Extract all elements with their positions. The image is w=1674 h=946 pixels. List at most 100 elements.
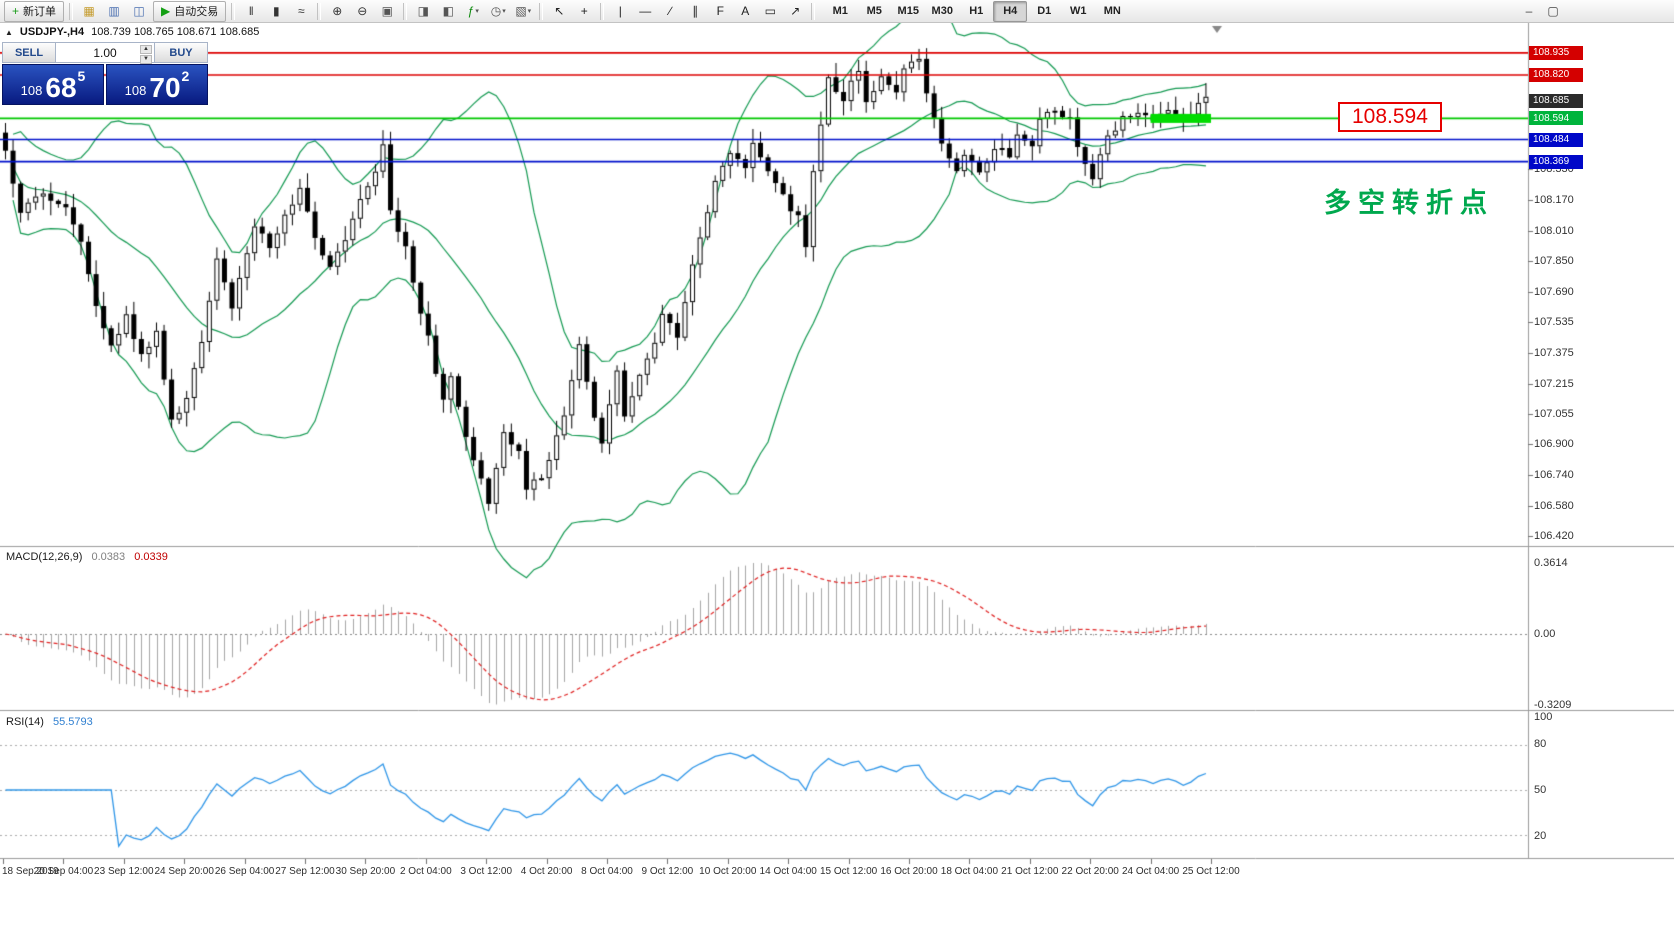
macd-name: MACD(12,26,9) xyxy=(6,551,83,563)
volume-down-button[interactable]: ▼ xyxy=(140,55,152,64)
autotrade-button-label: 自动交易 xyxy=(174,6,219,18)
timeframe-m15-button[interactable]: M15 xyxy=(897,5,919,17)
zoom-out-icon[interactable]: ⊖ xyxy=(350,1,374,22)
restore-chart-icon[interactable]: ▢ xyxy=(1541,1,1565,22)
autotrade-play-icon: ▶ xyxy=(161,4,171,18)
line-chart-icon[interactable]: ≈ xyxy=(289,1,313,22)
sell-price-panel[interactable]: 108 68 5 xyxy=(2,64,104,105)
sell-button[interactable]: SELL xyxy=(2,42,56,63)
timeframe-d1-button[interactable]: D1 xyxy=(1037,5,1052,17)
market-watch-icon-glyph: ▦ xyxy=(83,4,95,18)
tile-windows-icon[interactable]: ▣ xyxy=(375,1,399,22)
channel-icon[interactable]: ∥ xyxy=(683,1,707,22)
new-order-icon: + xyxy=(12,4,20,18)
bar-chart-icon[interactable]: ‖ xyxy=(239,1,263,22)
timeframe-m1-button[interactable]: M1 xyxy=(832,5,848,17)
auto-scroll-icon[interactable]: ◨ xyxy=(411,1,435,22)
autotrade-button[interactable]: ▶ 自动交易 xyxy=(153,0,227,22)
minimize-chart-icon-glyph: – xyxy=(1525,4,1533,18)
vertical-line-icon[interactable]: | xyxy=(608,1,632,22)
symbol-timeframe-label: USDJPY-,H4 xyxy=(19,26,85,38)
sell-price-sup: 5 xyxy=(77,68,86,84)
navigator-icon[interactable]: ◫ xyxy=(127,1,151,22)
new-order-button-label: 新订单 xyxy=(23,6,57,18)
auto-scroll-icon-glyph: ◨ xyxy=(417,4,429,18)
rsi-name: RSI(14) xyxy=(6,716,44,728)
arrow-tool-icon-glyph: ↗ xyxy=(790,4,801,18)
indicators-icon-glyph: ƒ xyxy=(467,4,475,18)
timeframe-h4-button[interactable]: H4 xyxy=(993,0,1028,22)
sell-price-prefix: 108 xyxy=(20,83,43,99)
fibonacci-icon-glyph: F xyxy=(716,4,724,18)
cursor-icon-glyph: ↖ xyxy=(554,4,565,18)
tile-windows-icon-glyph: ▣ xyxy=(381,4,393,18)
label-tool-icon[interactable]: ▭ xyxy=(758,1,782,22)
candlestick-chart-icon[interactable]: ▮ xyxy=(264,1,288,22)
chart-shift-icon[interactable]: ◧ xyxy=(436,1,460,22)
timeframe-m5-button[interactable]: M5 xyxy=(866,5,882,17)
macd-main-value: 0.0383 xyxy=(91,551,126,563)
buy-price-prefix: 108 xyxy=(124,83,147,99)
text-tool-icon-glyph: A xyxy=(741,4,750,18)
timeframe-mn-button[interactable]: MN xyxy=(1103,5,1121,17)
toolbar-separator xyxy=(539,2,544,20)
one-click-trade-panel: SELL 1.00 ▲ ▼ BUY 108 68 5 108 70 2 xyxy=(2,42,208,105)
periods-icon-glyph: ◷ xyxy=(490,4,502,18)
navigator-icon-glyph: ◫ xyxy=(133,4,145,18)
turning-point-note[interactable]: 多空转折点 xyxy=(1324,188,1494,218)
minimize-chart-icon[interactable]: – xyxy=(1517,1,1541,22)
rsi-label: RSI(14) 55.5793 xyxy=(6,716,93,728)
volume-field[interactable]: 1.00 ▲ ▼ xyxy=(56,42,154,64)
timeframe-w1-button[interactable]: W1 xyxy=(1070,5,1087,17)
chart-shift-icon-glyph: ◧ xyxy=(442,4,454,18)
data-window-icon[interactable]: ▥ xyxy=(102,1,126,22)
timeframe-buttons: M1 M5 M15 M30 H1 H4 D1 W1 MN xyxy=(823,0,1129,22)
toolbar-separator xyxy=(600,2,605,20)
indicators-icon[interactable]: ƒ ▾ xyxy=(461,1,485,22)
text-tool-icon[interactable]: A xyxy=(733,1,757,22)
buy-price-panel[interactable]: 108 70 2 xyxy=(106,64,208,105)
volume-up-button[interactable]: ▲ xyxy=(140,45,152,54)
rsi-value: 55.5793 xyxy=(52,716,93,728)
chart-header: ▲ USDJPY-,H4 108.739 108.765 108.671 108… xyxy=(5,26,259,38)
macd-signal-value: 0.0339 xyxy=(134,551,168,563)
horizontal-line-icon[interactable]: — xyxy=(633,1,657,22)
timeframe-h1-button[interactable]: H1 xyxy=(969,5,984,17)
toolbar-separator xyxy=(317,2,322,20)
trendline-icon[interactable]: ∕ xyxy=(658,1,682,22)
fibonacci-icon[interactable]: F xyxy=(708,1,732,22)
price-callout[interactable]: 108.594 xyxy=(1338,102,1442,132)
toolbar-separator xyxy=(403,2,408,20)
channel-icon-glyph: ∥ xyxy=(692,4,699,18)
horizontal-line-icon-glyph: — xyxy=(639,4,652,18)
periods-icon[interactable]: ◷ ▾ xyxy=(486,1,510,22)
trendline-icon-glyph: ∕ xyxy=(669,4,672,18)
zoom-out-icon-glyph: ⊖ xyxy=(357,4,368,18)
crosshair-icon[interactable]: + xyxy=(572,1,596,22)
zoom-in-icon-glyph: ⊕ xyxy=(332,4,343,18)
market-watch-icon[interactable]: ▦ xyxy=(77,1,101,22)
toolbar-separator xyxy=(811,2,816,20)
timeframe-m30-button[interactable]: M30 xyxy=(931,5,953,17)
restore-chart-icon-glyph: ▢ xyxy=(1547,4,1559,18)
dropdown-caret-icon: ▾ xyxy=(502,8,506,15)
macd-label: MACD(12,26,9) 0.0383 0.0339 xyxy=(6,551,168,563)
zoom-in-icon[interactable]: ⊕ xyxy=(325,1,349,22)
buy-button[interactable]: BUY xyxy=(154,42,208,63)
label-tool-icon-glyph: ▭ xyxy=(764,4,776,18)
toolbar-right-icons: – ▢ xyxy=(1517,1,1565,22)
volume-value: 1.00 xyxy=(93,45,117,60)
volume-spinner: ▲ ▼ xyxy=(140,45,152,64)
toolbar-separator xyxy=(69,2,74,20)
line-chart-icon-glyph: ≈ xyxy=(297,4,305,18)
dropdown-caret-icon: ▾ xyxy=(475,8,479,15)
crosshair-icon-glyph: + xyxy=(580,4,588,18)
arrow-tool-icon[interactable]: ↗ xyxy=(783,1,807,22)
templates-icon[interactable]: ▧ ▾ xyxy=(511,1,535,22)
buy-price-sup: 2 xyxy=(181,68,190,84)
dropdown-caret-icon: ▾ xyxy=(527,8,532,15)
cursor-icon[interactable]: ↖ xyxy=(547,1,571,22)
new-order-button[interactable]: + 新订单 xyxy=(4,0,65,22)
quote-panel-caret-icon[interactable]: ▲ xyxy=(5,27,13,37)
